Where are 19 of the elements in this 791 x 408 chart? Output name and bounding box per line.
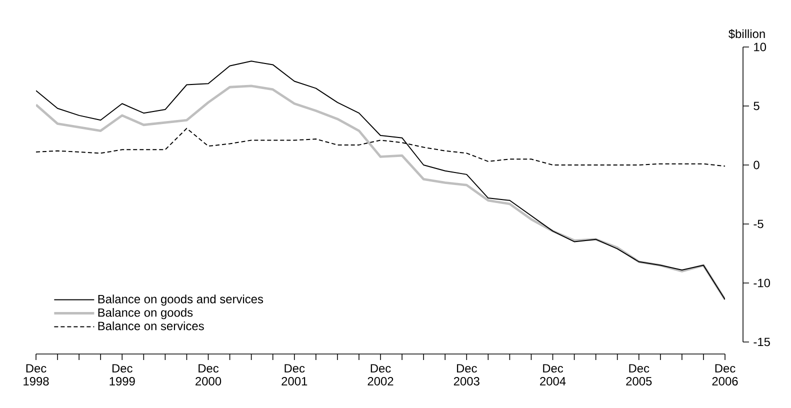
- legend-label: Balance on goods: [98, 308, 193, 320]
- y-tick-label: 0: [754, 160, 760, 170]
- x-tick-label: Dec 2003: [454, 364, 480, 386]
- y-tick-label: -15: [754, 338, 770, 346]
- x-tick-label: Dec 2000: [196, 364, 222, 386]
- y-tick-label: -5: [754, 220, 764, 228]
- y-tick-label: 10: [754, 42, 766, 52]
- x-tick-label: Dec 2006: [712, 364, 738, 386]
- legend-label: Balance on goods and services: [98, 294, 264, 306]
- y-tick-label: 5: [754, 102, 760, 110]
- x-tick-label: Dec 2002: [368, 364, 394, 386]
- x-tick-label: Dec 2005: [626, 364, 652, 386]
- x-tick-label: Dec 1998: [24, 364, 49, 386]
- y-axis-title: $billion: [728, 29, 765, 39]
- x-tick-label: Dec 2004: [540, 364, 566, 386]
- y-tick-label: -10: [754, 278, 770, 288]
- x-tick-label: Dec 1999: [110, 364, 135, 386]
- legend-label: Balance on services: [98, 321, 204, 330]
- x-tick-label: Dec 2001: [282, 364, 308, 386]
